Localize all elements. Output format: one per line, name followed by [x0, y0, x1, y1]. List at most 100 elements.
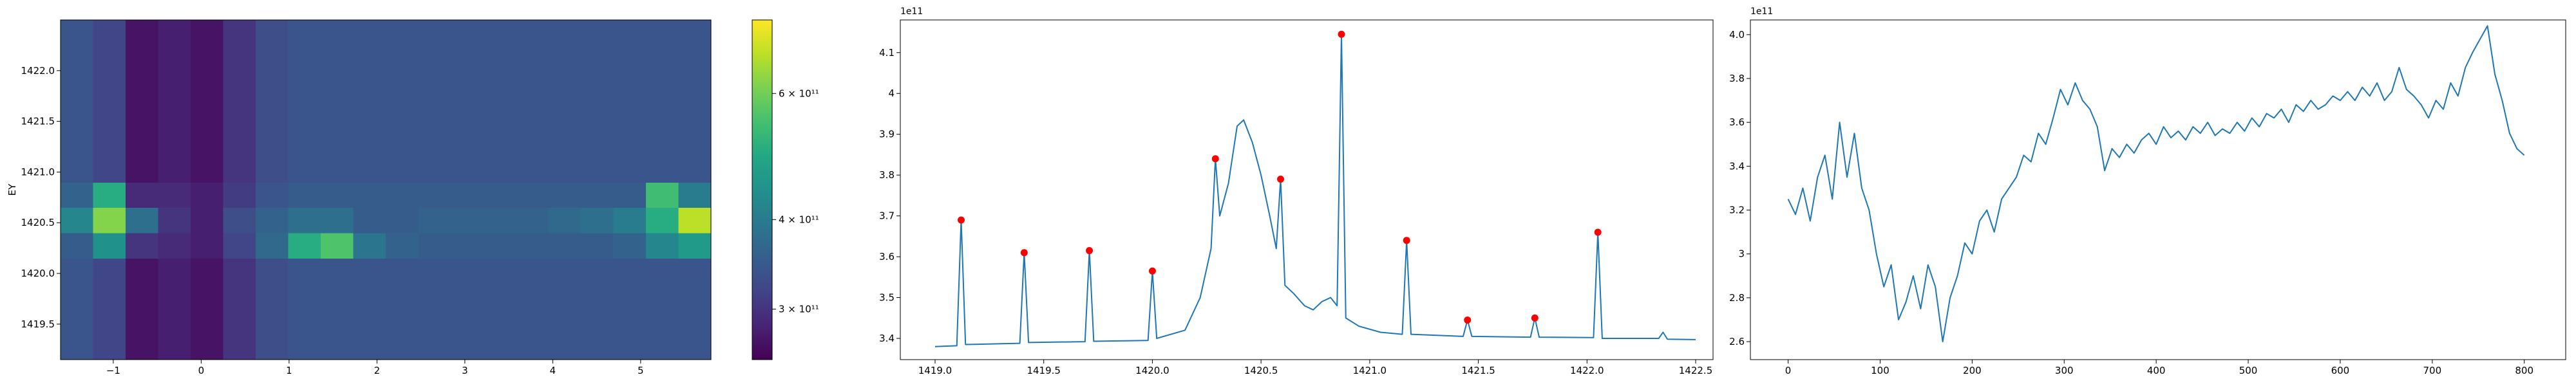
heatmap-cell [126, 20, 159, 56]
heatmap-cell [451, 207, 484, 234]
heatmap-cell [191, 232, 224, 259]
heatmap-cell [353, 258, 386, 284]
x-tick-label: 1422.5 [1679, 365, 1713, 376]
heatmap-cell [613, 131, 647, 158]
heatmap-cell [61, 131, 94, 158]
heatmap-cell [386, 309, 419, 335]
y-tick-label: 3.7 [879, 210, 895, 222]
heatmap-cell [223, 232, 256, 259]
heatmap-cell [61, 182, 94, 208]
heatmap-cell [516, 258, 549, 284]
heatmap-cell [126, 283, 159, 309]
heatmap-cell [483, 106, 516, 132]
y-tick-label: 3.8 [879, 169, 895, 181]
x-tick-label: 4 [550, 365, 556, 376]
heatmap-cell [548, 334, 582, 360]
heatmap-cell [548, 20, 582, 56]
heatmap-cell [613, 309, 647, 335]
heatmap-cell [191, 156, 224, 183]
heatmap-cell [288, 334, 321, 360]
heatmap-cell [613, 106, 647, 132]
heatmap-cell [516, 20, 549, 56]
heatmap-cell [223, 258, 256, 284]
heatmap-cell [126, 55, 159, 82]
heatmap-cell [61, 309, 94, 335]
heatmap-cell [353, 283, 386, 309]
heatmap-cell [516, 334, 549, 360]
heatmap-cell [158, 131, 191, 158]
heatmap-cell [548, 182, 582, 208]
heatmap-cell [61, 106, 94, 132]
heatmap-cell [386, 207, 419, 234]
y-tick-label: 1422.0 [21, 65, 55, 77]
peak-marker [1211, 155, 1219, 163]
heatmap-cell [256, 80, 289, 107]
heatmap-cell [288, 106, 321, 132]
heatmap-cell [93, 182, 126, 208]
heatmap-cell [256, 258, 289, 284]
heatmap-cell [451, 131, 484, 158]
x-tick-label: 1419.5 [1027, 365, 1061, 376]
heatmap-cell [158, 106, 191, 132]
heatmap-cell [353, 232, 386, 259]
heatmap-cell [516, 156, 549, 183]
heatmap-cell [158, 334, 191, 360]
heatmap-cell [353, 80, 386, 107]
heatmap-cell [93, 80, 126, 107]
heatmap-cell [483, 20, 516, 56]
heatmap-cell [418, 207, 451, 234]
heatmap-cell [451, 283, 484, 309]
heatmap-cell [158, 258, 191, 284]
heatmap-cell [418, 309, 451, 335]
heatmap-cell [321, 283, 354, 309]
heatmap-cell [646, 258, 679, 284]
heatmap-cell [126, 334, 159, 360]
x-tick-label: 600 [2331, 365, 2350, 376]
heatmap-cell [256, 131, 289, 158]
axes-frame [60, 19, 712, 360]
heatmap-cell [451, 80, 484, 107]
y-tick-label: 3.2 [1729, 205, 1745, 216]
heatmap-cell [548, 106, 582, 132]
x-tick-label: 200 [1963, 365, 1982, 376]
heatmap-cell [613, 334, 647, 360]
heatmap-cell [646, 20, 679, 56]
heatmap-cell [646, 283, 679, 309]
heatmap-cell [581, 55, 614, 82]
heatmap-cell [386, 55, 419, 82]
heatmap-cell [483, 156, 516, 183]
heatmap-cell [93, 258, 126, 284]
heatmap-cell [256, 182, 289, 208]
heatmap-cell [581, 258, 614, 284]
heatmap-cell [353, 334, 386, 360]
heatmap-cell [678, 80, 712, 107]
heatmap-cell [613, 80, 647, 107]
peak-marker [957, 216, 965, 224]
heatmap-cell [418, 334, 451, 360]
heatmap-cell [678, 283, 712, 309]
heatmap-cell [353, 106, 386, 132]
x-tick-label: 3 [462, 365, 468, 376]
heatmap-cell [581, 232, 614, 259]
heatmap-cell [451, 20, 484, 56]
heatmap-cell [93, 334, 126, 360]
heatmap-cell [516, 309, 549, 335]
heatmap-cell [548, 309, 582, 335]
heatmap-cell [386, 156, 419, 183]
heatmap-cell [483, 182, 516, 208]
heatmap-cell [451, 55, 484, 82]
heatmap-cell [418, 156, 451, 183]
heatmap-cell [613, 258, 647, 284]
heatmap-cell [256, 106, 289, 132]
heatmap-cell [353, 20, 386, 56]
heatmap-cell [386, 80, 419, 107]
heatmap-cell [321, 182, 354, 208]
heatmap-cell [288, 258, 321, 284]
y-tick-label: 1420.0 [21, 268, 55, 279]
heatmap-cell [483, 283, 516, 309]
heatmap-cell [223, 131, 256, 158]
y-tick-label: 3.4 [1729, 160, 1745, 172]
peak-marker [1277, 176, 1285, 183]
heatmap-cell [158, 309, 191, 335]
